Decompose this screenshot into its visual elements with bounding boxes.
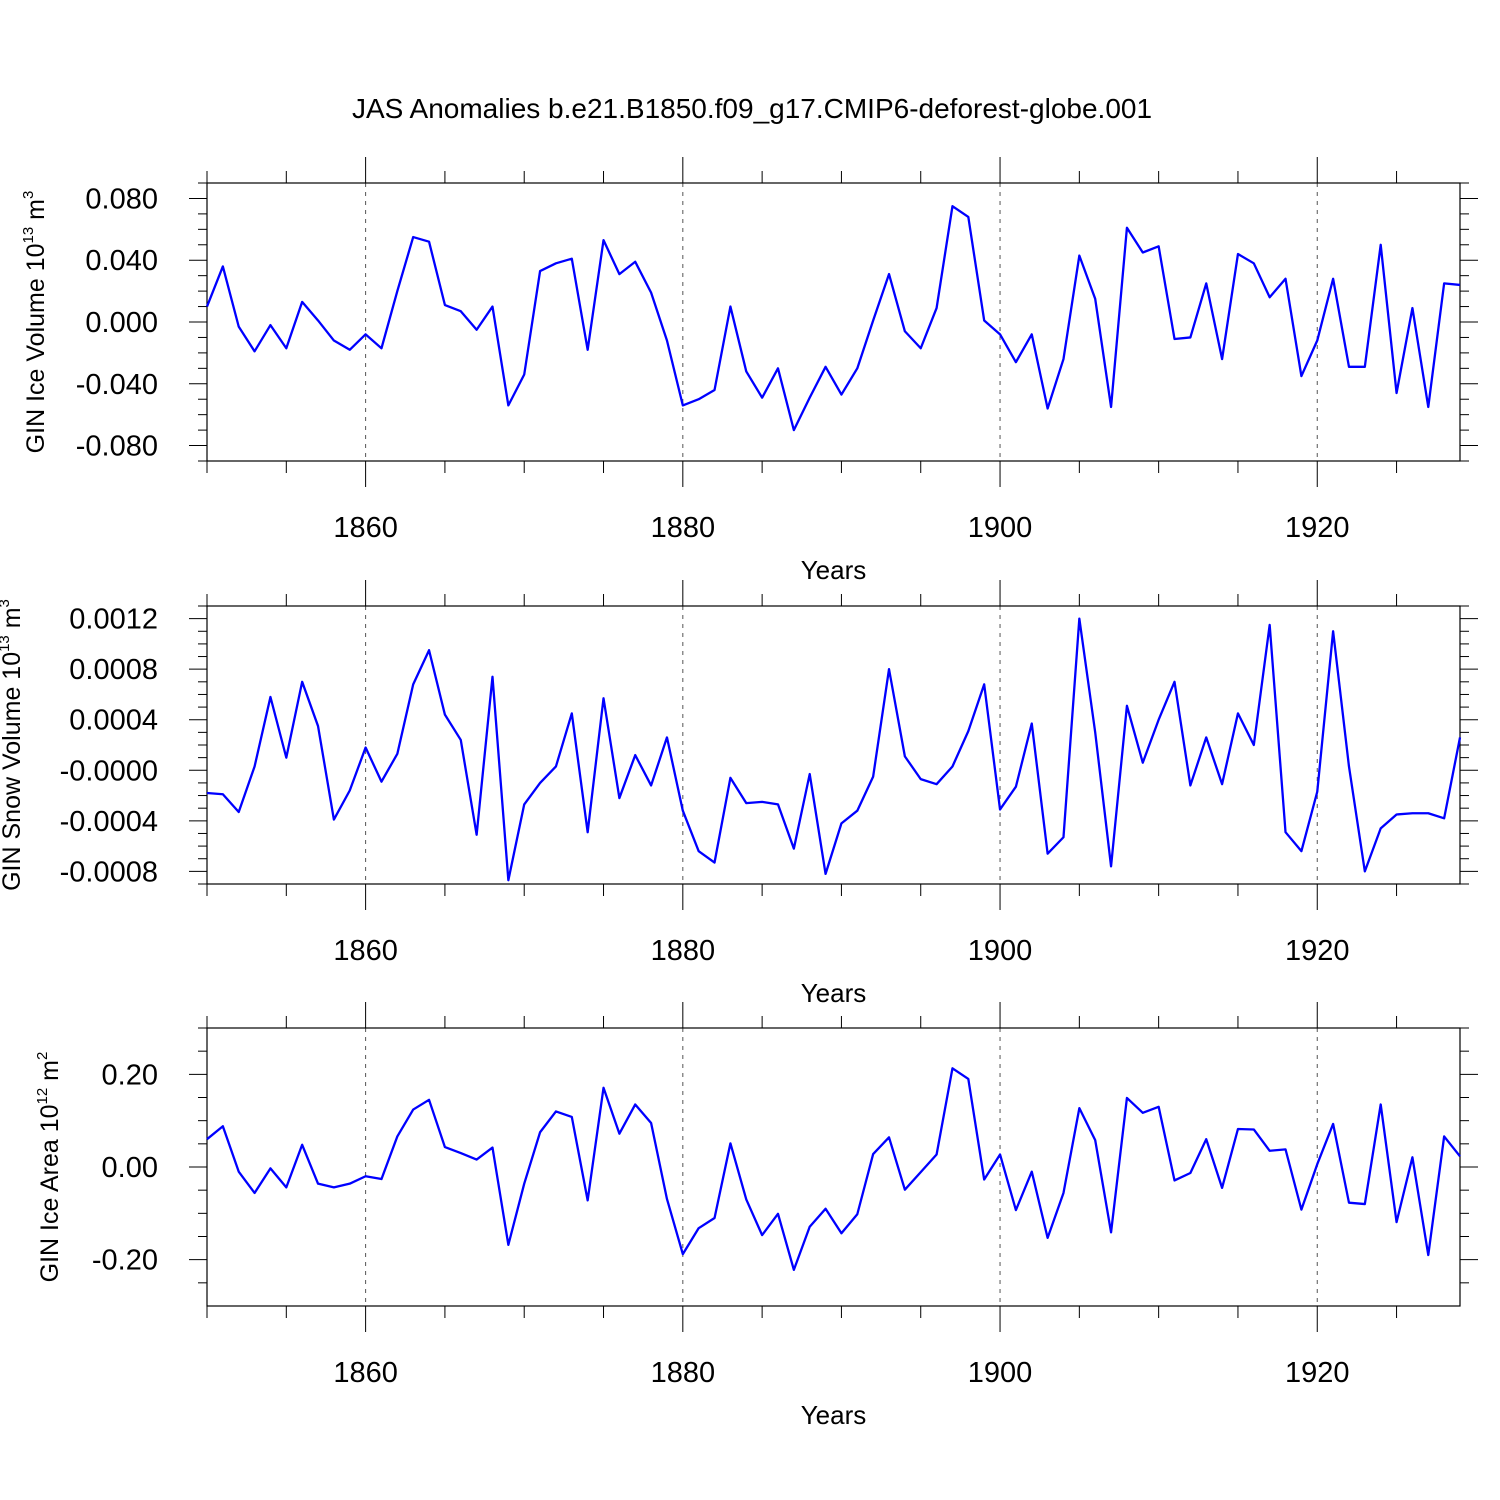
series-line xyxy=(205,205,1461,432)
series-line xyxy=(206,617,1462,882)
x-tick-label: 1880 xyxy=(651,1357,716,1389)
y-tick-label: 0.000 xyxy=(85,307,158,339)
x-axis-label: Years xyxy=(801,555,867,585)
panel-3: -0.20 0.00 0.20 1860 1880 1900 1920 Years GIN Ic… xyxy=(34,1002,1478,1430)
y-axis-label-unit: m xyxy=(22,199,50,227)
y-axis-label-text: GIN Snow Volume 10 xyxy=(0,652,26,891)
x-tick-label: 1900 xyxy=(968,512,1033,544)
y-axis-label-unit: m xyxy=(0,607,26,635)
chart-title: JAS Anomalies b.e21.B1850.f09_g17.CMIP6-… xyxy=(352,93,1152,124)
x-tick-label: 1920 xyxy=(1285,512,1350,544)
x-tick-label: 1900 xyxy=(968,1357,1033,1389)
y-axis-label-text: GIN Ice Volume 10 xyxy=(22,243,50,453)
y-axis-label: GIN Snow Volume 1013 m3 xyxy=(0,599,26,891)
x-tick-label: 1900 xyxy=(968,935,1033,967)
y-axis-label-unit: m xyxy=(36,1060,64,1088)
y-tick-label: -0.080 xyxy=(76,431,158,463)
x-tick-label: 1860 xyxy=(333,512,398,544)
y-axis-label: GIN Ice Volume 1013 m3 xyxy=(20,191,50,454)
x-tick-label: 1920 xyxy=(1285,1357,1350,1389)
x-tick-label: 1860 xyxy=(333,1357,398,1389)
y-axis-label-exponent: 13 xyxy=(0,635,13,652)
y-tick-label: -0.20 xyxy=(92,1245,158,1277)
y-axis-label-unit-exponent: 3 xyxy=(0,599,13,607)
x-tick-label: 1860 xyxy=(333,935,398,967)
y-tick-label: 0.080 xyxy=(85,183,158,215)
x-axis-label: Years xyxy=(801,1400,867,1430)
y-axis-label: GIN Ice Area 1012 m2 xyxy=(34,1052,64,1283)
plot-frame xyxy=(206,182,1461,462)
y-tick-label: 0.0012 xyxy=(69,604,158,636)
series-line xyxy=(206,1067,1461,1272)
y-tick-label: 0.0004 xyxy=(69,705,158,737)
y-axis-label-exponent: 13 xyxy=(20,227,37,244)
x-axis-label: Years xyxy=(801,978,867,1008)
y-axis-label-text: GIN Ice Area 10 xyxy=(36,1104,64,1282)
y-axis-label-unit-exponent: 2 xyxy=(34,1052,51,1060)
y-axis-label-exponent: 12 xyxy=(34,1088,51,1105)
y-tick-label: -0.0004 xyxy=(60,806,158,838)
y-tick-label: -0.0008 xyxy=(60,856,158,888)
y-tick-label: 0.040 xyxy=(85,245,158,277)
x-tick-label: 1880 xyxy=(651,935,716,967)
y-axis-label-unit-exponent: 3 xyxy=(20,191,37,199)
y-tick-label: 0.20 xyxy=(102,1059,158,1091)
plot-frame xyxy=(206,1027,1461,1307)
x-tick-label: 1920 xyxy=(1285,935,1350,967)
panel-2: -0.0008 -0.0004 -0.0000 0.0004 0.0008 0.0012 1… xyxy=(0,580,1478,1008)
y-tick-label: -0.0000 xyxy=(60,755,158,787)
y-tick-label: -0.040 xyxy=(76,369,158,401)
x-tick-label: 1880 xyxy=(651,512,716,544)
panel-1: -0.080 -0.040 0.000 0.040 0.080 1860 1880 1900 1… xyxy=(20,157,1478,585)
y-tick-label: 0.0008 xyxy=(69,654,158,686)
y-tick-label: 0.00 xyxy=(102,1152,158,1184)
